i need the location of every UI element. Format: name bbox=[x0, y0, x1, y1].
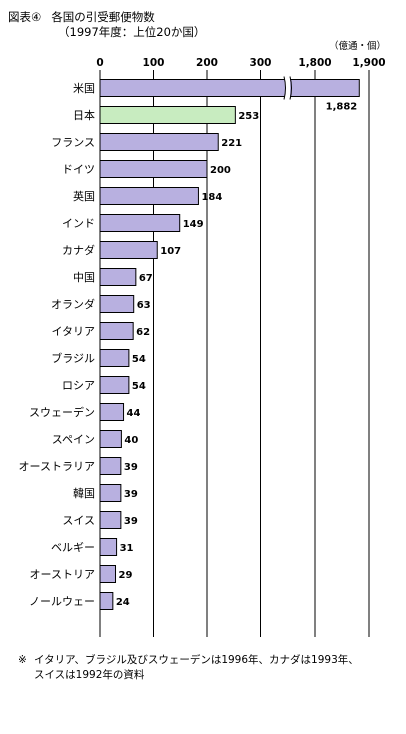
category-label: ベルギー bbox=[51, 541, 95, 554]
category-label: オーストリア bbox=[30, 568, 95, 581]
value-label: 1,882 bbox=[326, 102, 358, 113]
category-label: スウェーデン bbox=[29, 405, 95, 419]
bar bbox=[99, 322, 134, 340]
category-label: ドイツ bbox=[62, 163, 95, 176]
value-label: 54 bbox=[132, 381, 146, 392]
axis-break-mark bbox=[289, 76, 292, 100]
bar bbox=[99, 565, 117, 583]
category-label: スペイン bbox=[52, 433, 95, 446]
bar bbox=[99, 430, 122, 448]
category-label: 韓国 bbox=[73, 487, 95, 500]
bar bbox=[99, 511, 122, 529]
value-label: 44 bbox=[127, 408, 141, 419]
bar bbox=[99, 376, 130, 394]
bar bbox=[99, 484, 122, 502]
value-label: 39 bbox=[124, 516, 138, 527]
value-label: 31 bbox=[120, 543, 134, 554]
category-label: ロシア bbox=[62, 379, 95, 392]
x-tick-label: 0 bbox=[96, 57, 103, 69]
footnote-line-2: スイスは1992年の資料 bbox=[34, 669, 145, 681]
bar bbox=[99, 160, 208, 178]
category-label: インド bbox=[62, 217, 95, 230]
footnote: ※ イタリア、ブラジル及びスウェーデンは1996年、カナダは1993年、 スイスは… bbox=[18, 653, 359, 683]
category-label: 米国 bbox=[73, 82, 95, 95]
category-label: オランダ bbox=[51, 297, 95, 311]
value-label: 54 bbox=[132, 354, 146, 365]
value-label: 200 bbox=[210, 165, 231, 176]
bar bbox=[99, 106, 236, 124]
category-label: フランス bbox=[51, 136, 95, 149]
category-label: 日本 bbox=[73, 108, 95, 122]
axis-break-mark bbox=[283, 76, 286, 100]
bar bbox=[99, 403, 125, 421]
value-label: 221 bbox=[221, 138, 242, 149]
figure-label: 図表④ bbox=[8, 10, 42, 24]
category-label: カナダ bbox=[62, 243, 95, 257]
bar bbox=[99, 538, 118, 556]
x-tick-label: 1,900 bbox=[352, 57, 385, 69]
category-label: スイス bbox=[62, 514, 95, 527]
category-label: ノールウェー bbox=[29, 595, 95, 608]
value-label: 40 bbox=[124, 435, 138, 446]
bar bbox=[99, 295, 135, 313]
category-label: オーストラリア bbox=[19, 460, 95, 473]
x-tick-label: 300 bbox=[250, 57, 272, 69]
bar bbox=[99, 241, 158, 259]
bar bbox=[99, 187, 199, 205]
value-label: 184 bbox=[201, 192, 222, 203]
bar bbox=[99, 79, 360, 97]
category-label: 英国 bbox=[73, 189, 95, 203]
x-tick-label: 200 bbox=[196, 57, 218, 69]
bar bbox=[99, 457, 122, 475]
bar bbox=[99, 349, 130, 367]
unit-label: （億通・個） bbox=[328, 41, 386, 52]
value-label: 62 bbox=[136, 327, 150, 338]
bar bbox=[99, 214, 181, 232]
x-tick-label: 1,800 bbox=[298, 57, 331, 69]
category-label: ブラジル bbox=[51, 351, 95, 365]
bar-chart: 0 100 200 300 1,800 1,900 米国 1,882 日本 253 フランス 221 ド… bbox=[19, 57, 386, 637]
bar bbox=[99, 592, 114, 610]
value-label: 63 bbox=[137, 300, 151, 311]
chart-subtitle: （1997年度：上位20か国） bbox=[58, 25, 206, 39]
value-label: 29 bbox=[119, 570, 133, 581]
x-tick-label: 100 bbox=[143, 57, 165, 69]
bar bbox=[99, 268, 137, 286]
value-label: 24 bbox=[116, 597, 130, 608]
chart-title-block: 図表④ 各国の引受郵便物数 （1997年度：上位20か国） bbox=[8, 10, 205, 40]
value-label: 253 bbox=[238, 111, 259, 122]
axis-break-gap bbox=[285, 76, 290, 100]
footnote-line-1: イタリア、ブラジル及びスウェーデンは1996年、カナダは1993年、 bbox=[34, 654, 359, 666]
chart-title: 各国の引受郵便物数 bbox=[51, 10, 155, 24]
category-label: イタリア bbox=[51, 325, 95, 338]
value-label: 67 bbox=[139, 273, 153, 284]
value-label: 39 bbox=[124, 489, 138, 500]
value-label: 39 bbox=[124, 462, 138, 473]
footnote-mark: ※ bbox=[18, 654, 27, 666]
value-label: 149 bbox=[183, 219, 204, 230]
value-label: 107 bbox=[160, 246, 181, 257]
category-label: 中国 bbox=[73, 271, 95, 284]
bar bbox=[99, 133, 219, 151]
